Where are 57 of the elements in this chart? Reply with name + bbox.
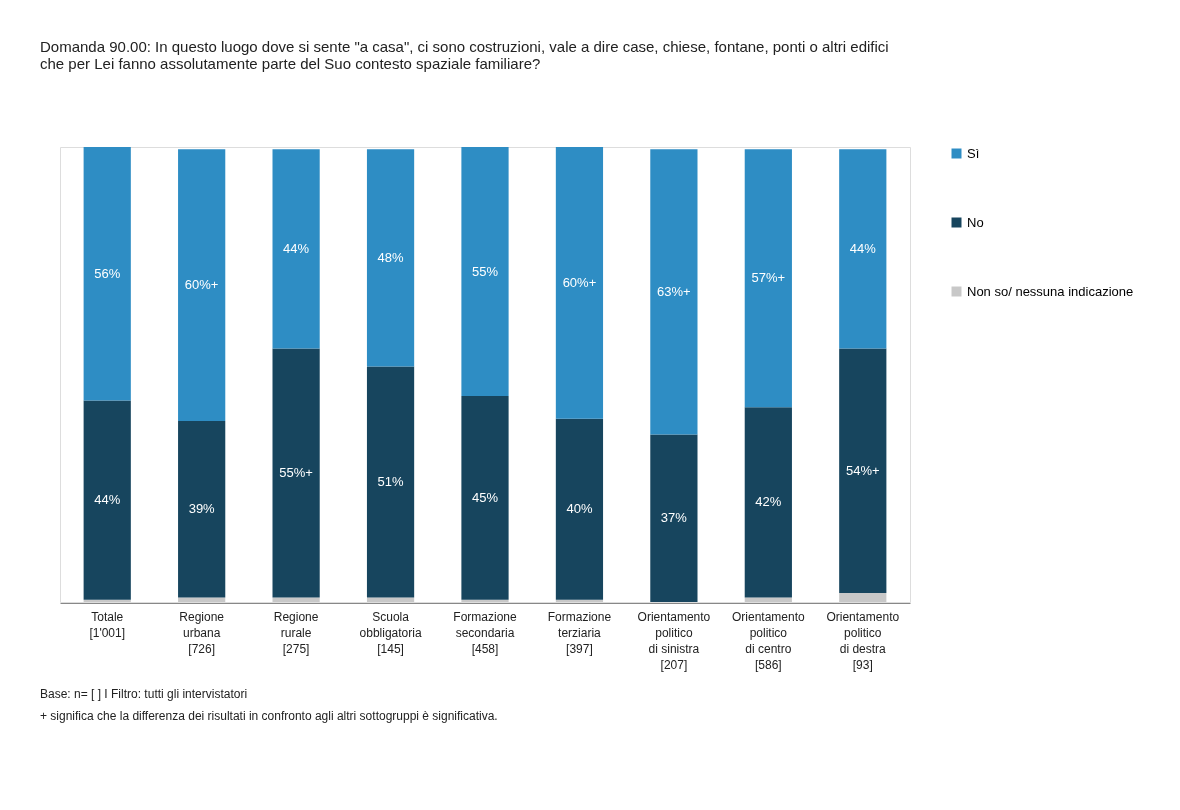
data-label: 54%+ [845,462,880,478]
data-label: 57%+ [751,270,786,286]
data-label: 63%+ [657,283,691,299]
legend-label: Sì [967,145,980,161]
bar [461,147,509,396]
bar [83,147,131,401]
bar [555,147,604,419]
bar [744,407,792,598]
bar [744,149,792,408]
data-label: 45% [471,489,499,505]
x-tick-label: Orientamento politico di centro [586] [731,609,806,672]
data-label: 44% [849,240,877,256]
bar [83,400,131,600]
bar [272,348,320,598]
x-tick-label: Totale [1'001] [89,609,126,640]
bar [461,599,509,602]
data-label: 40% [566,501,593,517]
bar [839,592,887,602]
chart-title: Domanda 90.00: In questo luogo dove si sente "a casa", ci sono costruzioni, vale a dire case, chiese, fontane, ponti o altri edifici che per Lei fanno assolutamente parte del Suo contesto spaziale familiare? [40,38,889,72]
bar [272,597,320,602]
data-label: 55% [471,263,499,279]
bar [366,366,415,598]
x-tick-label: Formazione terziaria [397] [547,609,612,656]
legend-label: Non so/ nessuna indicazione [967,283,1134,299]
data-label: 60%+ [562,274,597,290]
data-label: 42% [755,494,782,510]
data-label: 51% [377,474,404,490]
bar [650,149,698,435]
bar [744,597,792,602]
bar [650,434,698,602]
bar [839,149,887,349]
bar [272,149,320,349]
bar [839,348,887,593]
bar [555,418,604,600]
bar [178,149,226,421]
x-tick-label: Orientamento politico di destra [93] [826,609,900,672]
x-tick-label: Scuola obbligatoria [145] [359,609,422,656]
text: Base: n= [ ] I Filtro: tutti gli intervistatori [40,687,248,701]
data-label: 44% [94,492,121,508]
bar [178,420,226,598]
text: + significa che la differenza dei risultati in confronto agli altri sottogruppi è significativa. [40,709,498,723]
x-tick-label: Orientamento politico di sinistra [207] [637,609,711,672]
x-tick-label: Formazione secondaria [458] [453,609,517,656]
legend-label: No [967,214,984,230]
data-label: 55%+ [279,464,313,480]
bar [366,149,415,367]
data-label: 48% [377,249,404,265]
x-tick-label: Regione urbana [726] [179,609,225,656]
bar [461,396,509,600]
data-label: 44% [283,240,310,256]
x-tick-label: Regione rurale [275] [273,609,319,656]
bar [366,597,415,602]
data-label: 37% [660,510,688,526]
data-label: 39% [188,501,216,517]
data-label: 56% [94,265,121,281]
data-label: 60%+ [184,277,219,293]
bar [178,597,226,602]
